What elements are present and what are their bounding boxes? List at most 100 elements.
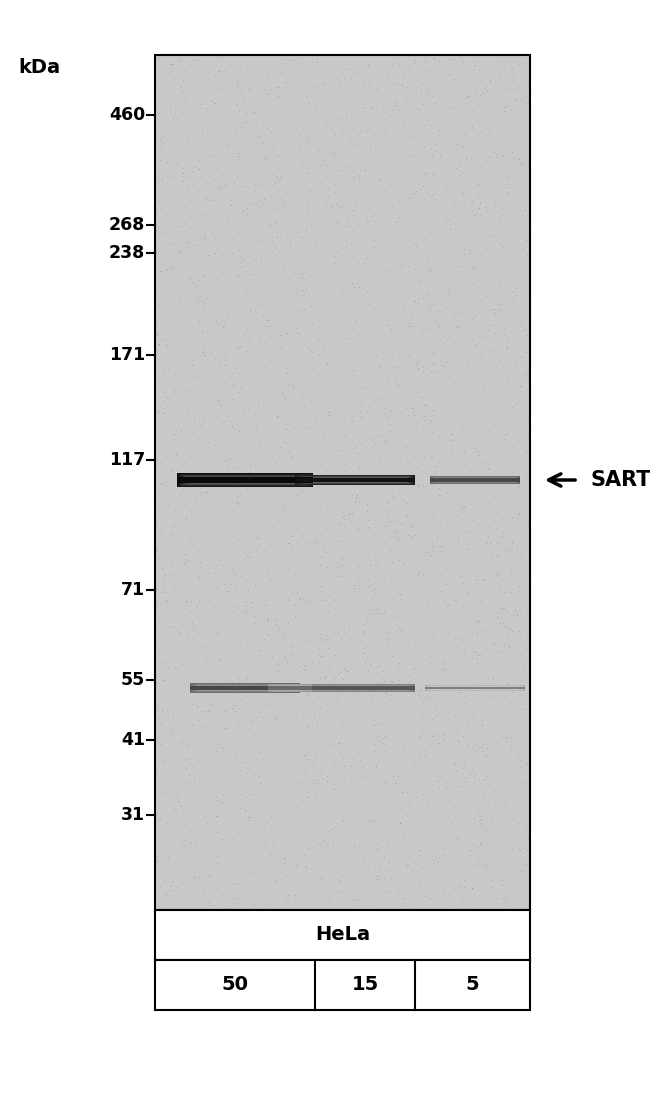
Point — [368, 605, 378, 623]
Point — [354, 477, 365, 495]
Point — [155, 759, 166, 777]
Point — [420, 636, 430, 653]
Point — [317, 212, 327, 230]
Point — [196, 639, 207, 657]
Point — [209, 772, 219, 789]
Point — [494, 328, 504, 346]
Point — [219, 425, 229, 443]
Point — [460, 535, 471, 553]
Point — [497, 739, 507, 757]
Point — [304, 750, 314, 768]
Point — [279, 343, 289, 361]
Point — [369, 231, 380, 249]
Point — [298, 527, 309, 545]
Point — [326, 300, 336, 318]
Point — [518, 861, 528, 879]
Point — [225, 623, 235, 641]
Point — [346, 54, 356, 71]
Point — [167, 502, 177, 520]
Point — [479, 843, 489, 861]
Point — [488, 398, 498, 416]
Point — [252, 808, 262, 826]
Point — [245, 226, 255, 244]
Point — [328, 174, 338, 192]
Point — [507, 730, 517, 748]
Point — [330, 126, 341, 144]
Point — [485, 533, 495, 551]
Point — [384, 76, 394, 94]
Point — [399, 426, 410, 444]
Point — [489, 239, 500, 256]
Point — [435, 147, 445, 165]
Point — [303, 331, 313, 349]
Point — [521, 550, 531, 568]
Point — [248, 46, 258, 64]
Point — [159, 871, 170, 889]
Point — [329, 417, 339, 435]
Point — [385, 690, 396, 708]
Point — [272, 51, 283, 69]
Point — [350, 495, 360, 513]
Point — [513, 679, 523, 697]
Point — [342, 675, 352, 692]
Point — [200, 617, 210, 634]
Point — [275, 161, 285, 178]
Point — [317, 553, 327, 571]
Point — [272, 88, 282, 106]
Point — [410, 899, 420, 917]
Point — [391, 523, 401, 541]
Point — [374, 229, 384, 246]
Point — [313, 717, 323, 735]
Point — [386, 694, 396, 711]
Point — [333, 157, 344, 175]
Point — [509, 840, 519, 857]
Point — [342, 516, 352, 534]
Point — [255, 744, 265, 762]
Point — [407, 516, 417, 534]
Point — [439, 119, 449, 137]
Point — [155, 817, 165, 835]
Point — [424, 379, 434, 397]
Point — [512, 233, 523, 251]
Point — [336, 549, 346, 566]
Point — [330, 660, 341, 678]
Point — [348, 281, 358, 299]
Point — [436, 508, 447, 526]
Point — [186, 888, 196, 905]
Point — [297, 445, 307, 463]
Point — [417, 388, 428, 406]
Point — [458, 598, 469, 615]
Point — [380, 653, 391, 671]
Bar — [296, 685, 413, 691]
Point — [291, 285, 301, 303]
Point — [404, 147, 414, 165]
Point — [330, 176, 341, 194]
Point — [333, 500, 343, 517]
Point — [311, 411, 322, 429]
Point — [353, 813, 363, 831]
Point — [352, 65, 363, 83]
Point — [190, 833, 200, 851]
Point — [456, 47, 467, 65]
Point — [392, 474, 402, 492]
Point — [260, 591, 270, 609]
Point — [236, 177, 246, 195]
Point — [312, 494, 322, 512]
Point — [346, 506, 357, 524]
Point — [456, 112, 467, 129]
Point — [488, 694, 499, 711]
Point — [393, 278, 404, 295]
Point — [287, 828, 298, 846]
Point — [280, 415, 291, 433]
Point — [176, 77, 187, 95]
Point — [183, 177, 194, 195]
Point — [402, 339, 413, 357]
Point — [482, 639, 492, 657]
Point — [273, 188, 283, 206]
Point — [400, 176, 411, 194]
Point — [273, 230, 283, 248]
Point — [197, 79, 207, 97]
Point — [332, 612, 343, 630]
Point — [242, 87, 252, 105]
Point — [294, 268, 304, 285]
